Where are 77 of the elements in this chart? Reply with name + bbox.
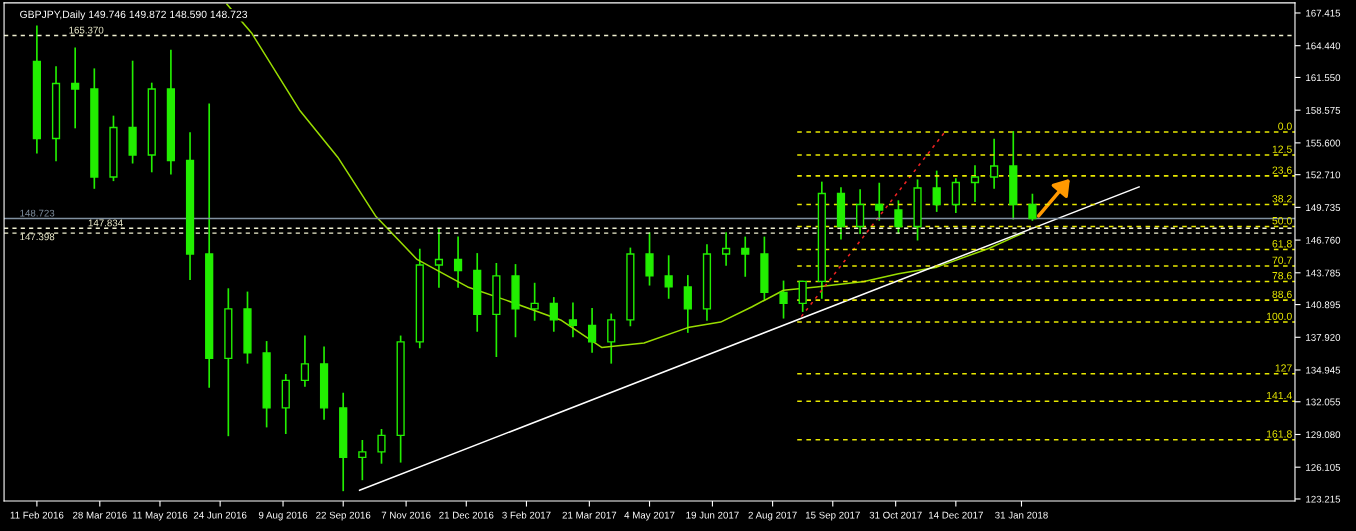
y-tick-label: 123.215 bbox=[1306, 495, 1341, 503]
candlestick bbox=[530, 282, 539, 321]
ref-line-label: 148.723 bbox=[20, 209, 55, 217]
x-tick-label: 21 Dec 2016 bbox=[439, 511, 494, 519]
x-tick-label: 28 Mar 2016 bbox=[72, 511, 127, 519]
ref-line-label: 147.834 bbox=[88, 219, 123, 227]
text: GBPJPY,Daily 149.746 149.872 148.590 148.723 bbox=[20, 10, 248, 21]
y-tick-label: 146.760 bbox=[1306, 236, 1341, 244]
x-tick-label: 31 Oct 2017 bbox=[869, 511, 922, 519]
x-tick-label: 22 Sep 2016 bbox=[316, 511, 371, 521]
candlestick bbox=[1028, 193, 1037, 221]
candlestick bbox=[377, 429, 386, 464]
y-tick-label: 164.440 bbox=[1306, 42, 1341, 50]
series-label: 70.7 bbox=[1272, 256, 1292, 264]
candlestick bbox=[856, 189, 865, 234]
candlestick bbox=[549, 297, 558, 332]
candlestick bbox=[970, 165, 980, 202]
series-label: 0.0 bbox=[1278, 122, 1292, 130]
candlestick bbox=[798, 280, 807, 312]
series-label: 78.6 bbox=[1272, 271, 1292, 280]
series-label: 38.2 bbox=[1272, 195, 1292, 203]
x-tick-label: 31 Jan 2018 bbox=[995, 511, 1048, 519]
y-tick-label: 132.055 bbox=[1306, 398, 1341, 406]
x-tick-label: 4 May 2017 bbox=[624, 511, 675, 521]
candlestick bbox=[300, 335, 310, 387]
ref-line-label: 165.370 bbox=[69, 26, 104, 34]
y-tick-label: 149.735 bbox=[1306, 204, 1341, 211]
y-tick-label: 158.575 bbox=[1306, 106, 1341, 114]
candlestick bbox=[779, 280, 788, 319]
candlestick bbox=[71, 47, 80, 129]
series-label: 88.6 bbox=[1272, 290, 1292, 299]
y-tick-label: 140.895 bbox=[1306, 301, 1341, 309]
series-label: 12.5 bbox=[1272, 145, 1292, 153]
x-tick-label: 3 Feb 2017 bbox=[502, 511, 551, 519]
candlestick bbox=[434, 227, 444, 288]
series-label: 61.8 bbox=[1272, 240, 1292, 248]
x-tick-label: 19 Jun 2017 bbox=[686, 511, 739, 519]
series-label: 161.8 bbox=[1266, 430, 1292, 438]
y-tick-label: 143.785 bbox=[1306, 269, 1341, 277]
x-tick-label: 11 May 2016 bbox=[132, 511, 188, 521]
candlestick bbox=[683, 275, 692, 333]
x-tick-label: 14 Dec 2017 bbox=[929, 511, 983, 519]
candlestick bbox=[568, 302, 578, 338]
series-label: 50.0 bbox=[1272, 217, 1292, 225]
candlestick bbox=[664, 255, 673, 299]
y-tick-label: 137.920 bbox=[1306, 334, 1341, 341]
y-tick-label: 167.415 bbox=[1306, 9, 1341, 17]
x-tick-label: 2 Aug 2017 bbox=[748, 511, 797, 521]
y-tick-label: 152.710 bbox=[1306, 171, 1341, 179]
candlestick bbox=[741, 236, 750, 277]
y-tick-label: 155.600 bbox=[1306, 139, 1341, 147]
candlestick bbox=[645, 232, 654, 286]
series-label: 23.6 bbox=[1272, 166, 1292, 174]
x-tick-label: 24 Jun 2016 bbox=[193, 511, 247, 519]
candlestick bbox=[894, 200, 903, 234]
candlestick bbox=[951, 178, 960, 213]
y-tick-label: 129.080 bbox=[1306, 431, 1341, 439]
candlestick bbox=[358, 440, 367, 481]
candlestick bbox=[932, 170, 941, 212]
candlestick bbox=[587, 308, 597, 353]
y-tick-label: 161.550 bbox=[1306, 74, 1341, 82]
series-label: 100.0 bbox=[1266, 312, 1292, 321]
candlestick bbox=[990, 138, 999, 189]
candlestick bbox=[607, 313, 616, 364]
candlestick bbox=[721, 232, 731, 266]
series-label: 141.4 bbox=[1266, 391, 1292, 400]
x-tick-label: 21 Mar 2017 bbox=[562, 511, 617, 519]
series-label: 127 bbox=[1275, 364, 1292, 372]
x-tick-label: 15 Sep 2017 bbox=[805, 511, 860, 521]
x-tick-label: 11 Feb 2016 bbox=[10, 511, 64, 519]
x-tick-label: 7 Nov 2016 bbox=[381, 511, 431, 519]
candlestick bbox=[453, 236, 463, 288]
y-tick-label: 126.105 bbox=[1306, 463, 1341, 471]
ref-line-label: 147.398 bbox=[20, 233, 55, 241]
y-tick-label: 134.945 bbox=[1306, 366, 1341, 374]
candlestick bbox=[875, 182, 884, 221]
x-tick-label: 9 Aug 2016 bbox=[258, 511, 308, 521]
